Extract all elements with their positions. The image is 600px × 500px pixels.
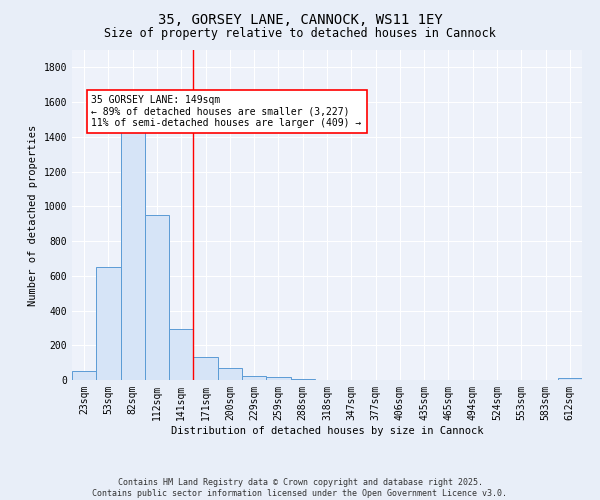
Bar	[242, 376, 266, 380]
Text: 35 GORSEY LANE: 149sqm
← 89% of detached houses are smaller (3,227)
11% of semi-: 35 GORSEY LANE: 149sqm ← 89% of detached…	[91, 95, 362, 128]
Text: 35, GORSEY LANE, CANNOCK, WS11 1EY: 35, GORSEY LANE, CANNOCK, WS11 1EY	[158, 12, 442, 26]
Bar	[145, 215, 169, 380]
Bar	[169, 329, 193, 380]
Text: Contains HM Land Registry data © Crown copyright and database right 2025.
Contai: Contains HM Land Registry data © Crown c…	[92, 478, 508, 498]
Bar	[218, 368, 242, 380]
Text: Size of property relative to detached houses in Cannock: Size of property relative to detached ho…	[104, 28, 496, 40]
X-axis label: Distribution of detached houses by size in Cannock: Distribution of detached houses by size …	[171, 426, 483, 436]
Bar	[558, 378, 582, 380]
Bar	[266, 378, 290, 380]
Bar	[193, 356, 218, 380]
Bar	[96, 267, 121, 380]
Y-axis label: Number of detached properties: Number of detached properties	[28, 124, 38, 306]
Bar	[72, 372, 96, 380]
Bar	[121, 120, 145, 380]
Bar	[290, 379, 315, 380]
